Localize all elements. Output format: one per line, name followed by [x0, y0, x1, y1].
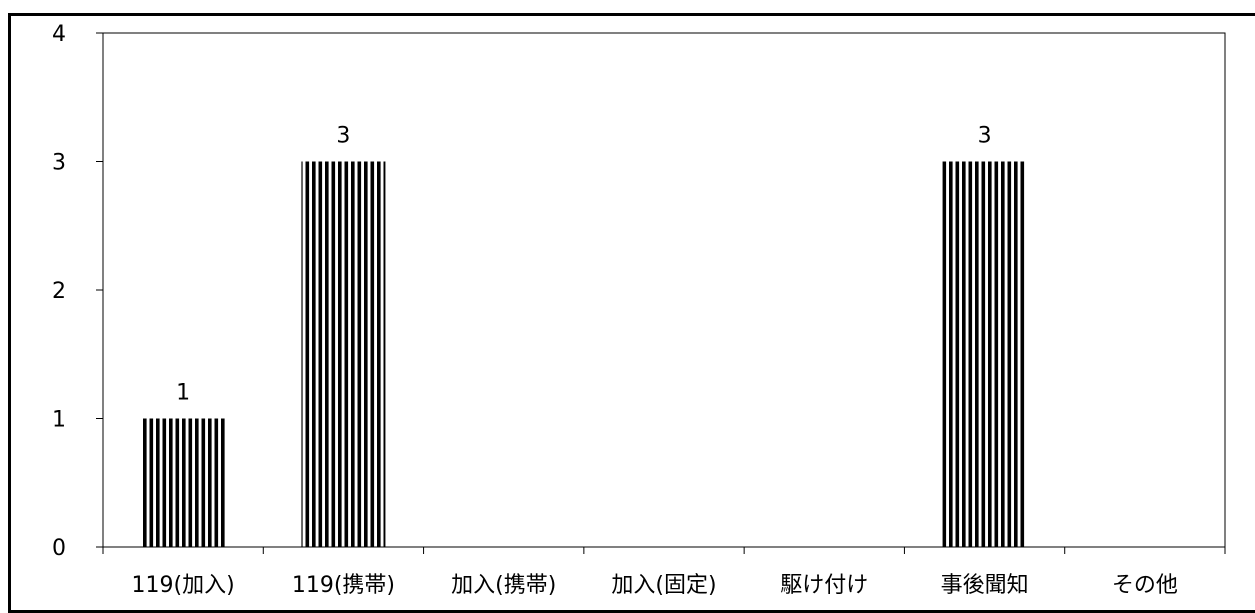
bar-2 — [301, 161, 386, 547]
x-category-label: 加入(固定) — [611, 573, 716, 598]
y-tick-label: 0 — [52, 536, 66, 561]
x-category-label: その他 — [1112, 573, 1178, 598]
y-tick-label: 3 — [52, 151, 66, 176]
data-labels: 1 3 3 — [176, 124, 991, 406]
bar-6 — [942, 161, 1027, 547]
bar-chart: 0 1 2 3 4 119(加入) 119(携帯) 加入(携帯) 加入(固定) 駆け付け 事後聞知… — [52, 22, 1226, 598]
y-tick-label: 4 — [52, 22, 66, 47]
bars — [141, 161, 1027, 547]
x-category-label: 事後聞知 — [941, 573, 1029, 598]
x-category-label: 加入(携帯) — [451, 573, 556, 598]
x-category-label: 119(加入) — [132, 573, 235, 598]
y-tick-label: 1 — [52, 408, 66, 433]
x-axis: 119(加入) 119(携帯) 加入(携帯) 加入(固定) 駆け付け 事後聞知 その他 — [102, 547, 1226, 598]
bar-value-label: 1 — [176, 381, 190, 406]
y-axis: 0 1 2 3 4 — [52, 22, 103, 561]
bar-value-label: 3 — [978, 124, 992, 149]
bar-value-label: 3 — [336, 124, 350, 149]
x-category-label: 駆け付け — [780, 573, 868, 598]
y-tick-label: 2 — [52, 279, 66, 304]
x-category-label: 119(携帯) — [292, 573, 395, 598]
bar-1 — [141, 418, 226, 547]
plot-area — [102, 32, 1226, 548]
